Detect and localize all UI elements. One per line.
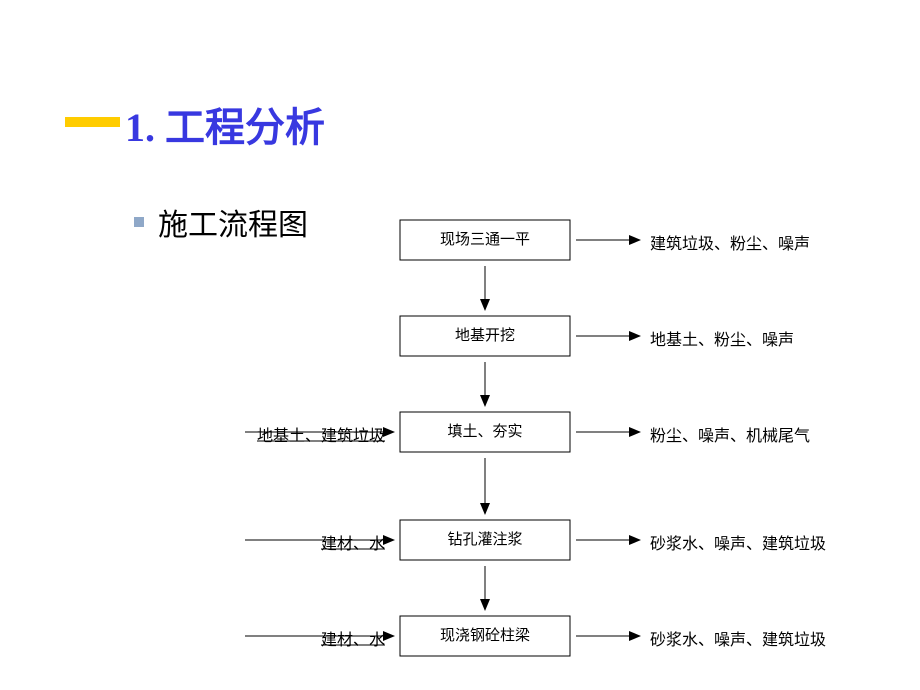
flow-input-label: 建材、水 xyxy=(321,530,385,554)
flow-output-label: 砂浆水、噪声、建筑垃圾 xyxy=(650,530,826,554)
flow-node-label: 填土、夯实 xyxy=(447,423,522,440)
flow-input-label: 地基土、建筑垃圾 xyxy=(257,422,385,446)
flow-output-label: 建筑垃圾、粉尘、噪声 xyxy=(650,230,810,254)
flow-output-label: 粉尘、噪声、机械尾气 xyxy=(650,422,810,446)
flow-output-label: 地基土、粉尘、噪声 xyxy=(650,326,794,350)
flow-node-label: 钻孔灌注浆 xyxy=(447,530,522,548)
flow-input-label: 建材、水 xyxy=(321,626,385,650)
flow-node-label: 地基开挖 xyxy=(455,327,515,344)
flow-output-label: 砂浆水、噪声、建筑垃圾 xyxy=(650,626,826,650)
flow-node-label: 现浇钢砼柱梁 xyxy=(440,627,530,644)
flow-node-label: 现场三通一平 xyxy=(440,231,530,248)
